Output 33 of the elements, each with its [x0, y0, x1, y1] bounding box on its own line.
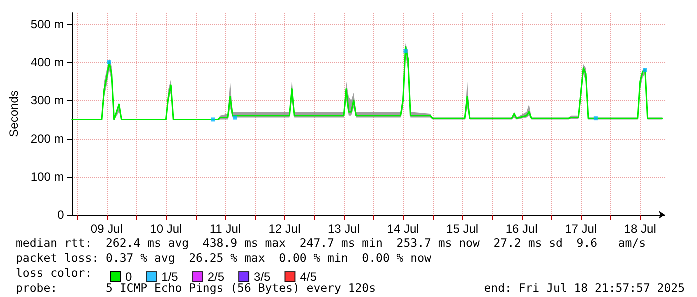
x-tick-label: 09 Jul — [90, 222, 123, 236]
legend-label: 3/5 — [254, 270, 272, 284]
text: probe: 5 ICMP Echo Pings (56 Bytes) every 120s — [16, 281, 376, 295]
y-tick-label: 200 m — [30, 132, 64, 146]
y-tick-label: 0 — [58, 208, 65, 222]
x-tick-label: 10 Jul — [150, 222, 182, 236]
legend-label: 0 — [126, 270, 132, 284]
legend-label: 1/5 — [162, 270, 179, 284]
y-axis-title: Seconds — [7, 90, 21, 138]
text: packet loss: 0.37 % avg 26.25 % max 0.00 % min 0.00 % now — [16, 251, 432, 265]
point — [643, 68, 648, 72]
text: median rtt: 262.4 ms avg 438.9 ms max 247.7 ms min 253.7 ms now 27.2 ms sd 9.6 am/s — [16, 236, 646, 250]
point — [107, 60, 112, 65]
x-tick-label: 11 Jul — [210, 222, 242, 236]
text: end: Fri Jul 18 21:57:57 2025 — [484, 281, 686, 295]
x-tick-label: 14 Jul — [387, 222, 420, 236]
y-tick-label: 100 m — [30, 170, 64, 184]
point — [211, 118, 216, 122]
x-tick-label: 13 Jul — [328, 222, 360, 236]
point — [594, 116, 598, 121]
y-tick-label: 400 m — [30, 56, 64, 70]
x-tick-label: 16 Jul — [506, 222, 538, 236]
x-tick-label: 17 Jul — [565, 222, 598, 236]
legend-label: 4/5 — [300, 270, 318, 284]
x-tick-label: 12 Jul — [268, 222, 301, 236]
text: loss color: — [16, 266, 92, 280]
point — [233, 116, 238, 120]
x-tick-label: 18 Jul — [624, 222, 656, 236]
legend-label: 2/5 — [208, 270, 225, 284]
x-tick-label: 15 Jul — [446, 222, 479, 236]
point — [404, 49, 408, 54]
y-tick-label: 500 m — [30, 17, 64, 32]
y-tick-label: 300 m — [30, 94, 64, 108]
